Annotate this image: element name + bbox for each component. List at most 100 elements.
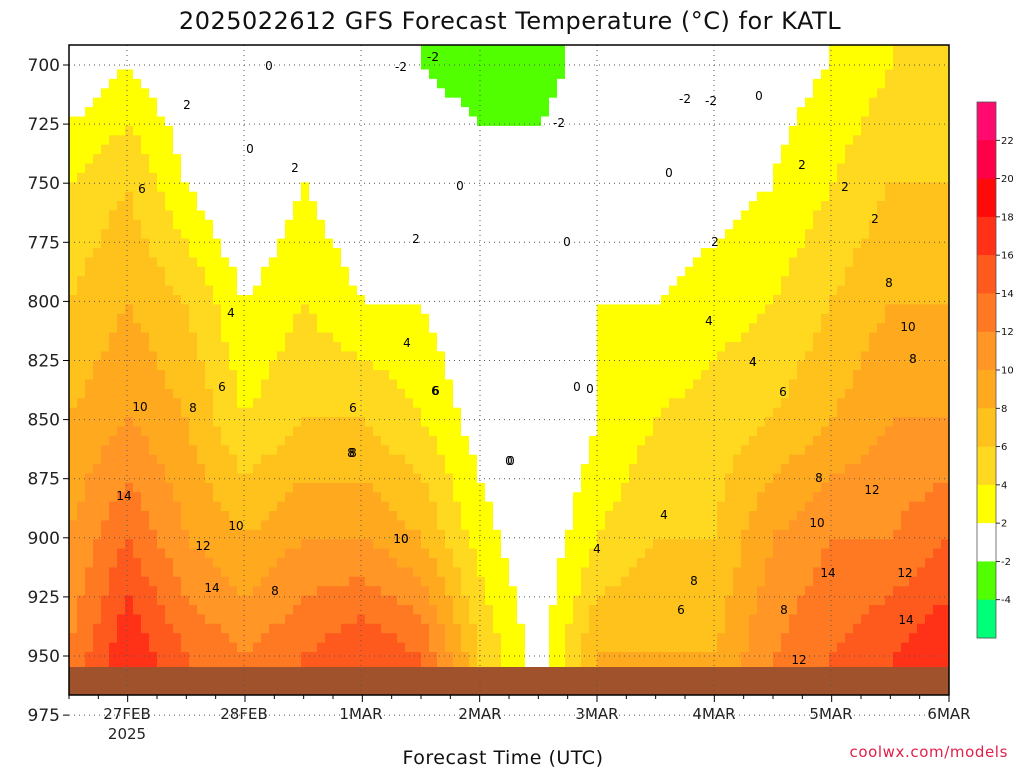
temperature-cell xyxy=(93,201,102,212)
temperature-cell xyxy=(181,445,190,456)
temperature-cell xyxy=(461,737,470,747)
temperature-cell xyxy=(581,135,590,146)
temperature-cell xyxy=(397,737,406,747)
temperature-cell xyxy=(365,50,374,61)
temperature-cell xyxy=(581,370,590,381)
temperature-cell xyxy=(101,154,110,165)
temperature-cell xyxy=(317,116,326,127)
temperature-cell xyxy=(269,567,278,578)
temperature-cell xyxy=(109,501,118,512)
temperature-cell xyxy=(237,210,246,221)
temperature-cell xyxy=(437,154,446,165)
temperature-cell xyxy=(557,652,566,662)
temperature-cell xyxy=(557,370,566,381)
temperature-cell xyxy=(277,464,286,475)
temperature-cell xyxy=(293,746,302,756)
temperature-cell xyxy=(365,135,374,146)
temperature-cell xyxy=(293,144,302,155)
temperature-cell xyxy=(533,633,542,644)
temperature-cell xyxy=(429,473,438,484)
temperature-cell xyxy=(261,248,270,258)
temperature-cell xyxy=(269,351,278,362)
temperature-cell xyxy=(93,737,102,747)
temperature-cell xyxy=(469,163,478,174)
temperature-cell xyxy=(429,501,438,512)
temperature-cell xyxy=(245,135,254,146)
temperature-cell xyxy=(509,219,518,230)
temperature-cell xyxy=(397,144,406,155)
temperature-cell xyxy=(309,360,318,371)
temperature-cell xyxy=(189,388,198,399)
temperature-cell xyxy=(525,304,534,315)
temperature-cell xyxy=(325,398,334,409)
temperature-cell xyxy=(229,266,238,277)
temperature-cell xyxy=(245,266,254,277)
temperature-cell xyxy=(517,266,526,277)
temperature-cell xyxy=(197,125,206,136)
temperature-cell xyxy=(301,266,310,277)
temperature-cell xyxy=(517,699,526,709)
temperature-cell xyxy=(557,511,566,521)
temperature-cell xyxy=(325,605,334,615)
temperature-cell xyxy=(413,727,422,737)
temperature-cell xyxy=(333,201,342,212)
temperature-cell xyxy=(485,435,494,446)
temperature-cell xyxy=(237,219,246,230)
temperature-cell xyxy=(357,154,366,165)
temperature-cell xyxy=(189,623,198,634)
temperature-cell xyxy=(93,388,102,399)
temperature-cell xyxy=(165,219,174,230)
temperature-cell xyxy=(541,567,550,578)
temperature-cell xyxy=(277,191,286,202)
temperature-cell xyxy=(357,473,366,484)
temperature-cell xyxy=(349,595,358,606)
temperature-cell xyxy=(509,407,518,418)
temperature-cell xyxy=(429,135,438,146)
temperature-cell xyxy=(397,633,406,644)
temperature-cell xyxy=(69,172,78,183)
temperature-cell xyxy=(101,229,110,240)
temperature-cell xyxy=(429,97,438,108)
temperature-cell xyxy=(373,360,382,371)
temperature-cell xyxy=(325,407,334,418)
temperature-cell xyxy=(461,163,470,174)
temperature-cell xyxy=(509,708,518,718)
temperature-cell xyxy=(357,398,366,409)
temperature-cell xyxy=(101,45,110,52)
temperature-cell xyxy=(557,342,566,352)
temperature-cell xyxy=(373,576,382,587)
temperature-cell xyxy=(221,285,230,296)
temperature-cell xyxy=(253,370,262,381)
temperature-cell xyxy=(213,332,222,343)
temperature-cell xyxy=(213,295,222,305)
temperature-cell xyxy=(485,360,494,371)
temperature-cell xyxy=(245,407,254,418)
temperature-cell xyxy=(557,492,566,503)
temperature-cell xyxy=(557,304,566,315)
temperature-cell xyxy=(565,605,574,615)
temperature-cell xyxy=(141,595,150,606)
temperature-cell xyxy=(509,699,518,709)
temperature-cell xyxy=(581,313,590,324)
temperature-cell xyxy=(469,464,478,475)
temperature-cell xyxy=(261,454,270,465)
temperature-cell xyxy=(229,595,238,606)
temperature-cell xyxy=(197,445,206,456)
temperature-cell xyxy=(189,435,198,446)
temperature-cell xyxy=(349,379,358,390)
temperature-cell xyxy=(325,746,334,756)
temperature-cell xyxy=(141,623,150,634)
temperature-cell xyxy=(389,548,398,559)
temperature-cell xyxy=(509,605,518,615)
temperature-cell xyxy=(549,605,558,615)
temperature-cell xyxy=(229,529,238,540)
temperature-cell xyxy=(421,370,430,381)
temperature-cell xyxy=(509,172,518,183)
temperature-cell xyxy=(309,633,318,644)
temperature-cell xyxy=(269,558,278,568)
temperature-cell xyxy=(485,492,494,503)
temperature-cell xyxy=(69,370,78,381)
temperature-cell xyxy=(381,567,390,578)
temperature-cell xyxy=(325,116,334,127)
temperature-cell xyxy=(549,379,558,390)
